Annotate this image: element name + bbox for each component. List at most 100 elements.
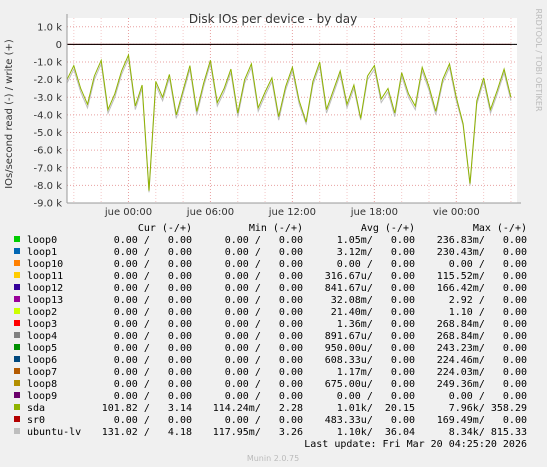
legend-value: 268.84m/ 0.00: [437, 331, 527, 342]
legend-value: 224.46m/ 0.00: [437, 355, 527, 366]
legend-value: 316.67u/ 0.00: [325, 271, 415, 282]
legend-name: loop0: [27, 235, 57, 246]
legend-swatch: [14, 236, 20, 242]
legend-swatch: [14, 380, 20, 386]
legend-swatch: [14, 356, 20, 362]
legend-swatch: [14, 248, 20, 254]
legend-header: Max (-/+): [473, 223, 527, 234]
legend-swatch: [14, 392, 20, 398]
legend-value: 0.00 / 0.00: [114, 283, 192, 294]
legend-value: 0.00 / 0.00: [114, 415, 192, 426]
legend-value: 675.00u/ 0.00: [325, 379, 415, 390]
legend-name: loop8: [27, 379, 57, 390]
legend-value: 166.42m/ 0.00: [437, 283, 527, 294]
legend-value: 0.00 / 0.00: [114, 367, 192, 378]
legend-value: 608.33u/ 0.00: [325, 355, 415, 366]
legend-value: 3.12m/ 0.00: [337, 247, 415, 258]
legend-value: 0.00 / 0.00: [225, 367, 303, 378]
legend-swatch: [14, 344, 20, 350]
legend-name: loop9: [27, 391, 57, 402]
legend-value: 0.00 / 0.00: [114, 319, 192, 330]
legend-value: 0.00 / 0.00: [114, 391, 192, 402]
legend-value: 0.00 / 0.00: [114, 307, 192, 318]
legend-value: 0.00 / 0.00: [225, 415, 303, 426]
legend-value: 131.02 / 4.18: [102, 427, 192, 438]
legend-value: 0.00 / 0.00: [449, 259, 527, 270]
last-update: Last update: Fri Mar 20 04:25:20 2026: [304, 439, 527, 450]
legend-name: loop5: [27, 343, 57, 354]
side-label: RRDTOOL / TOBI OETIKER: [534, 8, 543, 111]
legend-value: 0.00 / 0.00: [225, 295, 303, 306]
y-tick-label: -4.0 k: [34, 110, 63, 121]
legend-value: 0.00 / 0.00: [114, 295, 192, 306]
x-tick-label: jue 12:00: [268, 207, 316, 218]
legend-value: 0.00 / 0.00: [114, 271, 192, 282]
legend-value: 0.00 / 0.00: [337, 259, 415, 270]
legend-value: 950.00u/ 0.00: [325, 343, 415, 354]
legend-name: loop3: [27, 319, 57, 330]
legend-name: loop2: [27, 307, 57, 318]
legend-value: 230.43m/ 0.00: [437, 247, 527, 258]
series-line: [66, 56, 512, 193]
y-tick-label: -9.0 k: [34, 199, 63, 210]
legend-value: 2.92 / 0.00: [449, 295, 527, 306]
legend-value: 1.05m/ 0.00: [337, 235, 415, 246]
legend-name: loop6: [27, 355, 57, 366]
legend-value: 0.00 / 0.00: [225, 343, 303, 354]
legend-name: sda: [27, 403, 45, 414]
legend-name: loop13: [27, 295, 63, 306]
legend-name: loop1: [27, 247, 57, 258]
legend-swatch: [14, 404, 20, 410]
legend-swatch: [14, 260, 20, 266]
chart-title: Disk IOs per device - by day: [189, 12, 357, 26]
y-tick-label: -1.0 k: [34, 58, 63, 69]
legend-value: 0.00 / 0.00: [225, 355, 303, 366]
legend-value: 0.00 / 0.00: [225, 379, 303, 390]
legend-value: 0.00 / 0.00: [449, 391, 527, 402]
legend-name: loop4: [27, 331, 57, 342]
legend-value: 32.08m/ 0.00: [331, 295, 415, 306]
y-tick-label: -7.0 k: [34, 163, 63, 174]
legend-value: 115.52m/ 0.00: [437, 271, 527, 282]
legend-header: Min (-/+): [249, 223, 303, 234]
x-tick-label: jue 06:00: [186, 207, 234, 218]
y-tick-label: -8.0 k: [34, 181, 63, 192]
footer: Munin 2.0.75: [247, 454, 299, 463]
legend-value: 0.00 / 0.00: [114, 343, 192, 354]
series-line: [66, 53, 512, 191]
legend-value: 0.00 / 0.00: [225, 319, 303, 330]
legend-value: 249.36m/ 0.00: [437, 379, 527, 390]
legend-value: 0.00 / 0.00: [225, 307, 303, 318]
legend-value: 8.34k/ 815.33: [449, 427, 527, 438]
legend-swatch: [14, 416, 20, 422]
legend-swatch: [14, 284, 20, 290]
legend-value: 7.96k/ 358.29: [449, 403, 527, 414]
legend-name: loop12: [27, 283, 63, 294]
x-tick-label: jue 18:00: [350, 207, 398, 218]
legend-name: sr0: [27, 415, 45, 426]
legend-header: Cur (-/+): [138, 223, 192, 234]
legend-swatch: [14, 320, 20, 326]
legend-value: 0.00 / 0.00: [114, 331, 192, 342]
x-tick-label: jue 00:00: [104, 207, 152, 218]
y-tick-label: -3.0 k: [34, 93, 63, 104]
y-axis-title: IOs/second read (-) / write (+): [4, 39, 15, 189]
legend-swatch: [14, 272, 20, 278]
legend-value: 841.67u/ 0.00: [325, 283, 415, 294]
legend-value: 483.33u/ 0.00: [325, 415, 415, 426]
legend-value: 0.00 / 0.00: [225, 391, 303, 402]
legend-header: Avg (-/+): [361, 223, 415, 234]
legend-value: 0.00 / 0.00: [225, 247, 303, 258]
legend-value: 21.40m/ 0.00: [331, 307, 415, 318]
legend-value: 0.00 / 0.00: [114, 259, 192, 270]
legend-value: 224.03m/ 0.00: [437, 367, 527, 378]
legend-value: 114.24m/ 2.28: [213, 403, 303, 414]
y-tick-label: -6.0 k: [34, 146, 63, 157]
legend-swatch: [14, 296, 20, 302]
legend-value: 1.10 / 0.00: [449, 307, 527, 318]
legend-value: 0.00 / 0.00: [225, 235, 303, 246]
legend-value: 243.23m/ 0.00: [437, 343, 527, 354]
legend-value: 0.00 / 0.00: [225, 259, 303, 270]
y-tick-label: -2.0 k: [34, 75, 63, 86]
y-tick-label: 0: [56, 40, 62, 51]
